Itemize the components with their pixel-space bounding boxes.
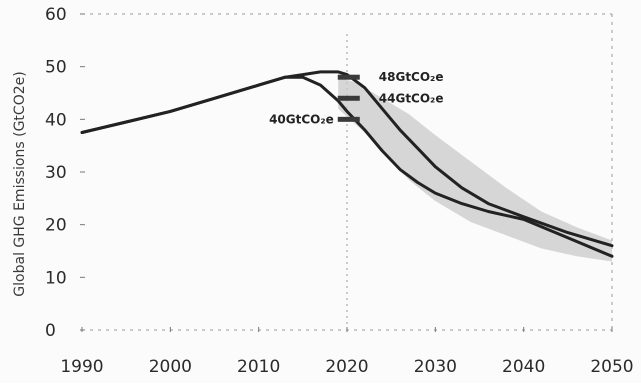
y-tick-label-20: 20: [45, 216, 67, 236]
x-tick-label-2000: 2000: [149, 357, 192, 377]
y-tick-label-50: 50: [45, 58, 67, 78]
y-tick-label-0: 0: [45, 321, 56, 341]
y-tick-label-40: 40: [45, 110, 67, 130]
uncertainty-band: [338, 77, 612, 262]
annotation-marker-2: [337, 95, 360, 101]
y-tick-label-10: 10: [45, 268, 67, 288]
y-tick-label-30: 30: [45, 163, 67, 183]
annotation-label-3: 40GtCO₂e: [269, 112, 334, 126]
x-tick-label-2040: 2040: [502, 357, 545, 377]
x-tick-label-2050: 2050: [590, 357, 633, 377]
x-tick-label-2010: 2010: [237, 357, 280, 377]
annotation-label-1: 48GtCO₂e: [379, 70, 444, 84]
x-tick-label-1990: 1990: [60, 357, 103, 377]
y-tick-label-60: 60: [45, 5, 67, 25]
x-tick-label-2030: 2030: [414, 357, 457, 377]
x-tick-label-2020: 2020: [325, 357, 368, 377]
y-axis-title: Global GHG Emissions (GtCO2e): [12, 71, 28, 296]
annotation-marker-1: [337, 74, 360, 80]
annotation-marker-3: [337, 116, 360, 122]
annotation-label-2: 44GtCO₂e: [379, 91, 444, 105]
